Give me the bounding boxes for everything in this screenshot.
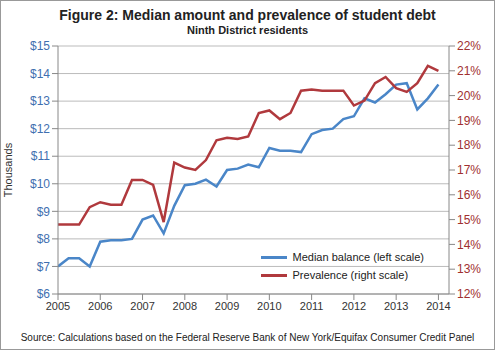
svg-text:$11: $11: [31, 149, 50, 163]
svg-text:$7: $7: [37, 260, 51, 274]
svg-text:13%: 13%: [457, 262, 481, 276]
svg-text:22%: 22%: [457, 41, 481, 53]
svg-text:19%: 19%: [457, 114, 481, 128]
svg-text:$6: $6: [37, 287, 51, 301]
svg-text:2012: 2012: [342, 300, 366, 312]
html-text:Median balance (left scale): Median balance (left scale): [292, 251, 424, 263]
html-text:Figure 2: Median amount and pr: Figure 2: Median amount and prevalence o…: [59, 7, 436, 23]
svg-text:2009: 2009: [215, 300, 239, 312]
html-text:Prevalence (right scale): Prevalence (right scale): [292, 269, 409, 281]
svg-text:$13: $13: [30, 94, 50, 108]
svg-text:2010: 2010: [257, 300, 281, 312]
svg-text:14%: 14%: [457, 238, 481, 252]
svg-text:12%: 12%: [457, 287, 481, 301]
svg-text:2013: 2013: [384, 300, 408, 312]
svg-text:$8: $8: [37, 232, 51, 246]
svg-text:2007: 2007: [130, 300, 154, 312]
svg-text:$15: $15: [30, 41, 50, 53]
svg-text:21%: 21%: [457, 64, 481, 78]
svg-text:16%: 16%: [457, 188, 481, 202]
svg-text:17%: 17%: [457, 163, 481, 177]
svg-text:$9: $9: [37, 205, 51, 219]
svg-text:2006: 2006: [88, 300, 112, 312]
svg-text:$10: $10: [30, 177, 50, 191]
svg-text:$14: $14: [30, 67, 50, 81]
svg-text:15%: 15%: [457, 213, 481, 227]
svg-text:2014: 2014: [426, 300, 450, 312]
html-text:Ninth District residents: Ninth District residents: [187, 24, 308, 36]
html-text:Source: Calculations based on: Source: Calculations based on the Federa…: [20, 332, 475, 343]
svg-text:$12: $12: [30, 122, 50, 136]
svg-text:20%: 20%: [457, 89, 481, 103]
svg-text:2008: 2008: [173, 300, 197, 312]
svg-text:Thousands: Thousands: [8, 142, 14, 197]
svg-text:18%: 18%: [457, 138, 481, 152]
svg-text:2011: 2011: [300, 300, 324, 312]
svg-text:2005: 2005: [46, 300, 70, 312]
